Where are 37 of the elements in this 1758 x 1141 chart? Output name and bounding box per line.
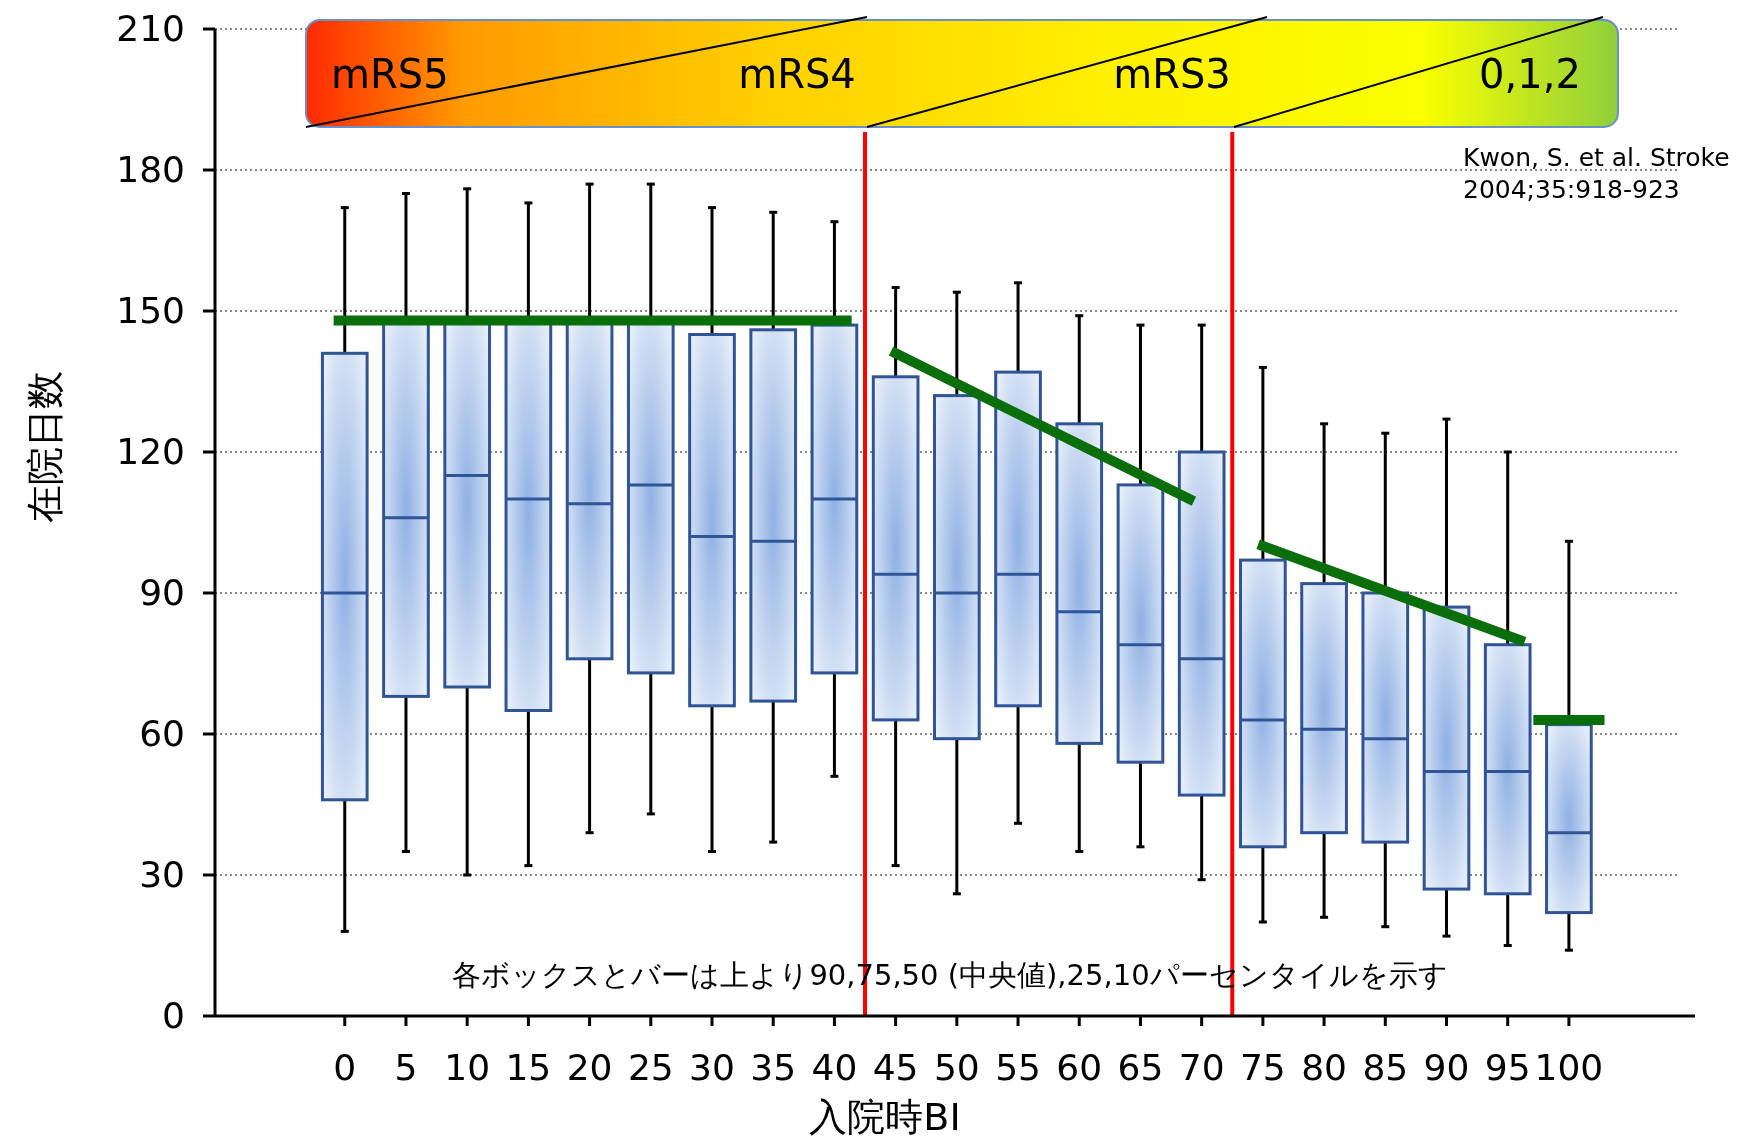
x-axis-title: 入院時BI [809,1095,961,1139]
x-tick-label: 50 [933,1047,980,1088]
y-tick-label: 210 [116,8,185,49]
y-tick-label: 60 [139,713,185,754]
x-tick-label: 30 [689,1047,735,1088]
annotation: 2004;35:918-923 [1463,175,1680,204]
x-tick-label: 55 [995,1047,1041,1088]
x-tick-label: 95 [1484,1047,1531,1088]
x-tick-label: 40 [811,1047,858,1088]
annotation: mRS4 [738,51,856,97]
y-tick-label: 150 [116,290,185,331]
x-tick-label: 45 [872,1047,919,1088]
y-tick-label: 30 [139,854,185,895]
x-tick-label: 75 [1239,1047,1286,1088]
y-tick-label: 90 [139,572,185,613]
x-tick-label: 65 [1117,1047,1164,1088]
x-tick-label: 15 [505,1047,552,1088]
annotation: mRS5 [331,51,449,97]
x-tick-label: 70 [1178,1047,1225,1088]
y-tick-label: 120 [116,431,185,472]
x-tick-label: 25 [627,1047,674,1088]
y-axis-title: 在院日数 [23,371,67,523]
annotation: Kwon, S. et al. Stroke [1463,143,1730,172]
annotation: 0,1,2 [1479,51,1581,97]
x-tick-label: 85 [1362,1047,1409,1088]
x-tick-label: 60 [1056,1047,1103,1088]
x-tick-label: 0 [333,1047,357,1088]
y-tick-label: 180 [116,149,185,190]
x-tick-label: 5 [394,1047,418,1088]
x-tick-label: 80 [1301,1047,1347,1088]
x-tick-label: 100 [1534,1047,1604,1088]
x-tick-label: 20 [566,1047,613,1088]
x-tick-label: 90 [1423,1047,1470,1088]
y-tick-label: 0 [162,995,185,1036]
annotation: mRS3 [1113,51,1231,97]
x-tick-label: 10 [444,1047,491,1088]
x-tick-label: 35 [750,1047,797,1088]
